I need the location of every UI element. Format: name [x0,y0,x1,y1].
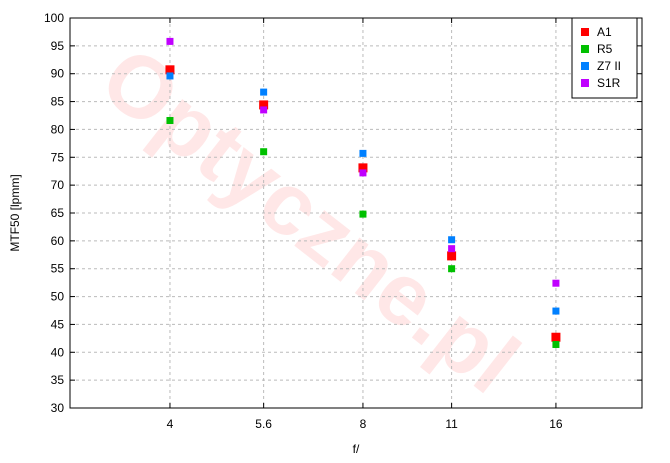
point-a1 [358,163,368,173]
points [165,37,561,348]
y-tick-label: 60 [51,234,65,248]
y-tick-label: 70 [51,178,65,192]
point-s1r [552,279,560,287]
point-z7-ii [359,149,367,157]
point-a1 [551,332,561,342]
y-tick-label: 95 [51,39,65,53]
legend-swatch [581,28,589,36]
y-tick-label: 55 [51,262,65,276]
x-axis-label: f/ [353,442,360,456]
point-s1r [359,169,367,177]
point-r5 [260,148,268,156]
point-s1r [448,245,456,253]
point-a1 [165,65,175,75]
legend-swatch [581,45,589,53]
legend-label: A1 [597,25,612,39]
point-s1r [260,106,268,114]
y-tick-label: 85 [51,95,65,109]
x-tick-label: 5.6 [255,417,272,431]
legend-label: Z7 II [597,59,621,73]
point-a1 [447,251,457,261]
ticks: 30 35 40 45 50 55 60 65 70 75 80 85 90 95 100 4 5.6 8 11 16 [44,11,642,431]
point-a1 [259,100,269,110]
legend-label: S1R [597,76,621,90]
legend-swatch [581,79,589,87]
x-tick-label: 8 [360,417,367,431]
y-tick-label: 40 [51,345,65,359]
y-tick-label: 65 [51,206,65,220]
y-tick-label: 80 [51,122,65,136]
y-tick-label: 30 [51,401,65,415]
y-tick-label: 45 [51,317,65,331]
grid [70,18,642,408]
point-r5 [448,265,456,273]
point-z7-ii [260,88,268,96]
point-r5 [552,340,560,348]
legend: A1 R5 Z7 II S1R [571,17,638,99]
y-axis-label: MTF50 [lpmm] [8,174,22,251]
point-z7-ii [166,72,174,80]
y-tick-label: 50 [51,290,65,304]
y-tick-label: 35 [51,373,65,387]
point-s1r [166,37,174,45]
y-tick-label: 75 [51,150,65,164]
x-tick-label: 4 [167,417,174,431]
x-tick-label: 11 [445,417,458,431]
point-r5 [359,210,367,218]
legend-swatch [581,62,589,70]
point-z7-ii [552,307,560,315]
point-z7-ii [448,236,456,244]
watermark: Optyczne.pl [83,27,537,412]
y-tick-label: 90 [51,67,65,81]
point-r5 [166,117,174,125]
x-tick-label: 16 [549,417,563,431]
y-tick-label: 100 [44,11,64,25]
legend-label: R5 [597,42,613,56]
